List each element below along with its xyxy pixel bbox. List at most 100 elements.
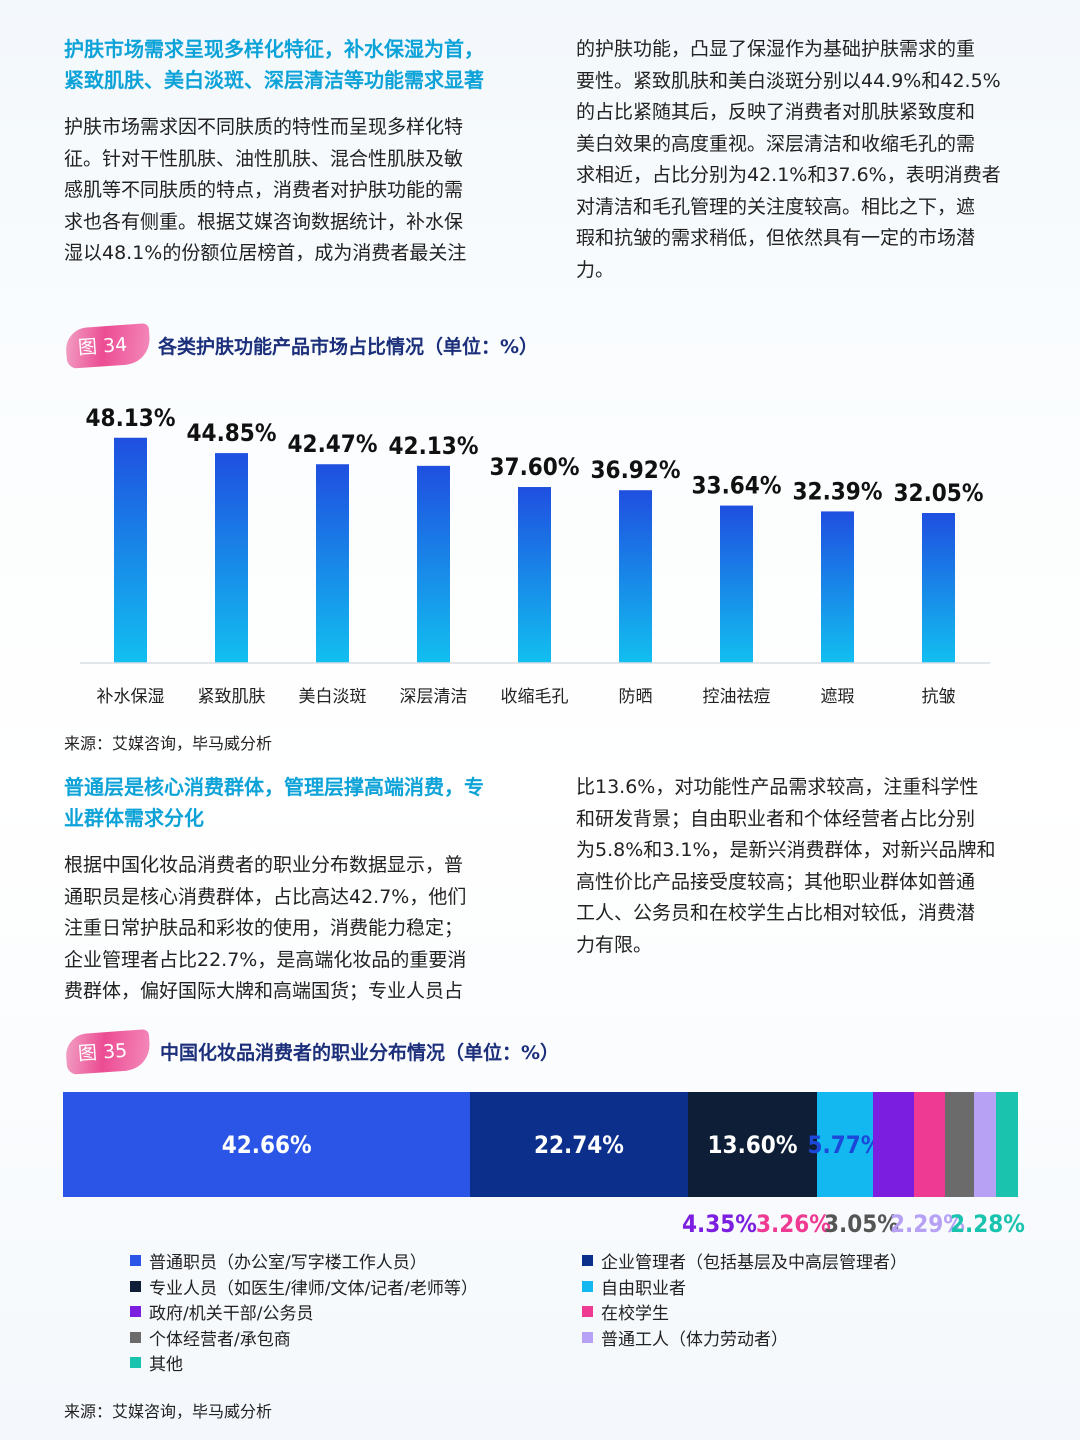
text-line: 求相近，占比分别为42.1%和37.6%，表明消费者 (576, 164, 1001, 186)
legend-swatch (130, 1306, 141, 1317)
bar-value-label: 32.05% (894, 479, 984, 507)
figure35-badge: 图 35 (64, 1029, 152, 1075)
figure35-stacked-bar: 42.66% 22.74% 13.60% 5.77% (63, 1092, 1018, 1197)
segment-value-label: 42.66% (221, 1130, 312, 1159)
section2-left-paragraph: 根据中国化妆品消费者的职业分布数据显示，普 通职员是核心消费群体，占比高达42.… (64, 850, 509, 1008)
bar-5 (619, 490, 652, 663)
figure35-legend: 普通职员（办公室/写字楼工作人员） 企业管理者（包括基层及中高层管理者） 专业人员（… (130, 1248, 1030, 1378)
legend-label: 个体经营者/承包商 (149, 1329, 291, 1350)
stack-segment-0: 42.66% (63, 1092, 471, 1197)
legend-label: 企业管理者（包括基层及中高层管理者） (601, 1253, 907, 1273)
bar-category-label: 深层清洁 (400, 687, 468, 707)
small-segment-value-label: 2.28% (950, 1210, 1025, 1238)
text-line: 高性价比产品接受度较高；其他职业群体如普通 (576, 870, 976, 893)
bar-4 (518, 487, 551, 663)
legend-label: 自由职业者 (601, 1278, 686, 1299)
legend-label: 普通工人（体力劳动者） (601, 1329, 788, 1350)
text-line: 费群体，偏好国际大牌和高端国货；专业人员占 (64, 980, 464, 1002)
legend-swatch (582, 1306, 593, 1317)
text-line: 企业管理者占比22.7%，是高端化妆品的重要消 (64, 948, 467, 971)
bars-group: 48.13% 补水保湿 44.85% 紧致肌肤 42.47% 美白淡斑 42.13% 深层清洁… (86, 404, 984, 707)
small-segment-labels: 4.35% 3.26% 3.05% 2.29% 2.28% (682, 1210, 1025, 1244)
bar-value-label: 44.85% (187, 419, 277, 447)
text-line: 力有限。 (576, 933, 653, 956)
small-segment-value-label: 4.35% (682, 1210, 757, 1238)
text-line: 湿以48.1%的份额位居榜首，成为消费者最关注 (64, 242, 467, 264)
legend-swatch (582, 1280, 593, 1292)
figure35-badge-text: 图 35 (77, 1039, 128, 1066)
legend-swatch (130, 1255, 141, 1266)
stack-segment-4 (872, 1092, 915, 1197)
legend-item: 专业人员（如医生/律师/文体/记者/老师等） (130, 1274, 478, 1299)
text-line: 求也各有侧重。根据艾媒咨询数据统计，补水保 (64, 210, 464, 233)
section2-heading-line1: 普通层是核心消费群体，管理层撑高端消费，专 (64, 775, 484, 799)
text-line: 力。 (576, 258, 615, 281)
bar-value-label: 36.92% (591, 456, 681, 484)
section2-right-paragraph: 比13.6%，对功能性产品需求较高，注重科学性 和研发背景；自由职业者和个体经营… (576, 772, 1021, 961)
segment-value-label: 13.60% (707, 1130, 798, 1159)
text-line: 工人、公务员和在校学生占比相对较低，消费潜 (576, 902, 976, 924)
legend-swatch (130, 1280, 141, 1292)
text-line: 护肤市场需求因不同肤质的特性而呈现多样化特 (64, 116, 464, 138)
legend-label: 普通职员（办公室/写字楼工作人员） (149, 1253, 427, 1273)
text-line: 通职员是核心消费群体，占比高达42.7%，他们 (64, 885, 467, 908)
bar-1 (215, 453, 248, 663)
figure34-source: 来源：艾媒咨询，毕马威分析 (64, 734, 273, 753)
section1-heading: 护肤市场需求呈现多样化特征，补水保湿为首， 紧致肌肤、美白淡斑、深层清洁等功能需… (64, 34, 534, 96)
legend-item: 政府/机关干部/公务员 (130, 1299, 313, 1324)
bar-value-label: 48.13% (86, 404, 176, 432)
text-line: 要性。紧致肌肤和美白淡斑分别以44.9%和42.5% (576, 69, 1001, 92)
legend-label: 政府/机关干部/公务员 (149, 1304, 314, 1324)
figure34-bar-chart: 48.13% 补水保湿 44.85% 紧致肌肤 42.47% 美白淡斑 42.13% 深层清洁… (80, 404, 990, 707)
bar-category-label: 补水保湿 (97, 687, 165, 707)
legend-item: 普通职员（办公室/写字楼工作人员） (130, 1248, 427, 1273)
bar-category-label: 抗皱 (922, 687, 956, 707)
section1-left-paragraph: 护肤市场需求因不同肤质的特性而呈现多样化特 征。针对干性肌肤、油性肌肤、混合性肌… (64, 112, 509, 270)
stack-segment-7 (974, 1092, 997, 1197)
legend-item: 自由职业者 (582, 1274, 686, 1299)
legend-item: 在校学生 (582, 1299, 669, 1324)
text-line: 的护肤功能，凸显了保湿作为基础护肤需求的重 (576, 38, 976, 60)
segment-value-label: 5.77% (807, 1130, 883, 1159)
legend-swatch (582, 1331, 593, 1343)
bar-value-label: 33.64% (692, 472, 782, 500)
text-line: 为5.8%和3.1%，是新兴消费群体，对新兴品牌和 (576, 839, 996, 861)
legend-label: 在校学生 (601, 1304, 669, 1324)
text-line: 比13.6%，对功能性产品需求较高，注重科学性 (576, 776, 979, 798)
bar-category-label: 美白淡斑 (299, 687, 367, 707)
bar-value-label: 32.39% (793, 477, 883, 505)
bar-7 (821, 511, 854, 663)
legend-item: 企业管理者（包括基层及中高层管理者） (582, 1248, 907, 1273)
legend-item: 普通工人（体力劳动者） (582, 1325, 788, 1350)
text-line: 美白效果的高度重视。深层清洁和收缩毛孔的需 (576, 132, 976, 155)
stack-segment-1: 22.74% (470, 1092, 688, 1197)
section2-heading: 普通层是核心消费群体，管理层撑高端消费，专 业群体需求分化 (64, 772, 534, 834)
legend-swatch (582, 1255, 593, 1266)
bar-0 (114, 437, 147, 663)
bar-category-label: 遮瑕 (821, 687, 855, 707)
legend-label: 其他 (149, 1355, 183, 1375)
text-line: 注重日常护肤品和彩妆的使用，消费能力稳定； (64, 917, 464, 939)
figure35-title: 中国化妆品消费者的职业分布情况（单位：%） (160, 1042, 560, 1064)
stack-segment-6 (945, 1092, 975, 1197)
bar-category-label: 防晒 (619, 687, 653, 707)
segment-value-label: 22.74% (534, 1130, 624, 1159)
section1-heading-line1: 护肤市场需求呈现多样化特征，补水保湿为首， (64, 37, 484, 61)
text-line: 的占比紧随其后，反映了消费者对肌肤紧致度和 (576, 101, 976, 123)
bar-category-label: 紧致肌肤 (198, 687, 266, 707)
small-segment-value-label: 3.05% (824, 1210, 899, 1238)
stack-segment-5 (914, 1092, 946, 1197)
stack-segment-8 (996, 1092, 1018, 1197)
stack-segment-2: 13.60% (687, 1092, 818, 1197)
bar-2 (316, 464, 349, 663)
text-line: 感肌等不同肤质的特点，消费者对护肤功能的需 (64, 179, 464, 201)
legend-label: 专业人员（如医生/律师/文体/记者/老师等） (149, 1278, 478, 1299)
bar-8 (922, 513, 955, 663)
small-segment-value-label: 2.29% (890, 1210, 965, 1238)
legend-item: 个体经营者/承包商 (130, 1325, 291, 1350)
text-line: 征。针对干性肌肤、油性肌肤、混合性肌肤及敏 (64, 147, 464, 170)
section1-right-paragraph: 的护肤功能，凸显了保湿作为基础护肤需求的重 要性。紧致肌肤和美白淡斑分别以44.… (576, 34, 1021, 286)
legend-swatch (130, 1331, 141, 1343)
bar-value-label: 42.13% (389, 432, 479, 460)
text-line: 和研发背景；自由职业者和个体经营者占比分别 (576, 807, 976, 830)
